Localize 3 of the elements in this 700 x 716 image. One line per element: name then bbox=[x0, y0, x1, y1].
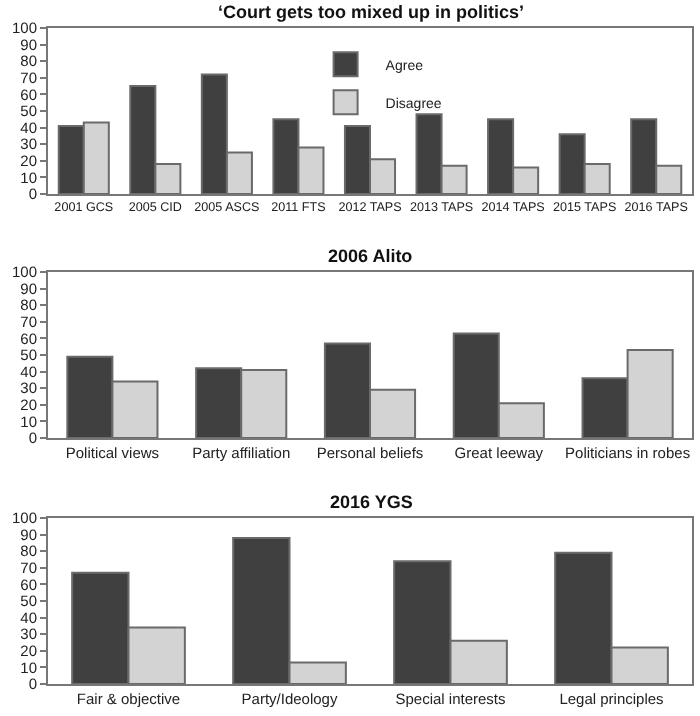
chart-title: ‘Court gets too mixed up in politics’ bbox=[218, 2, 525, 22]
chart-title: 2016 YGS bbox=[330, 492, 413, 512]
chart-title: 2006 Alito bbox=[328, 246, 414, 266]
